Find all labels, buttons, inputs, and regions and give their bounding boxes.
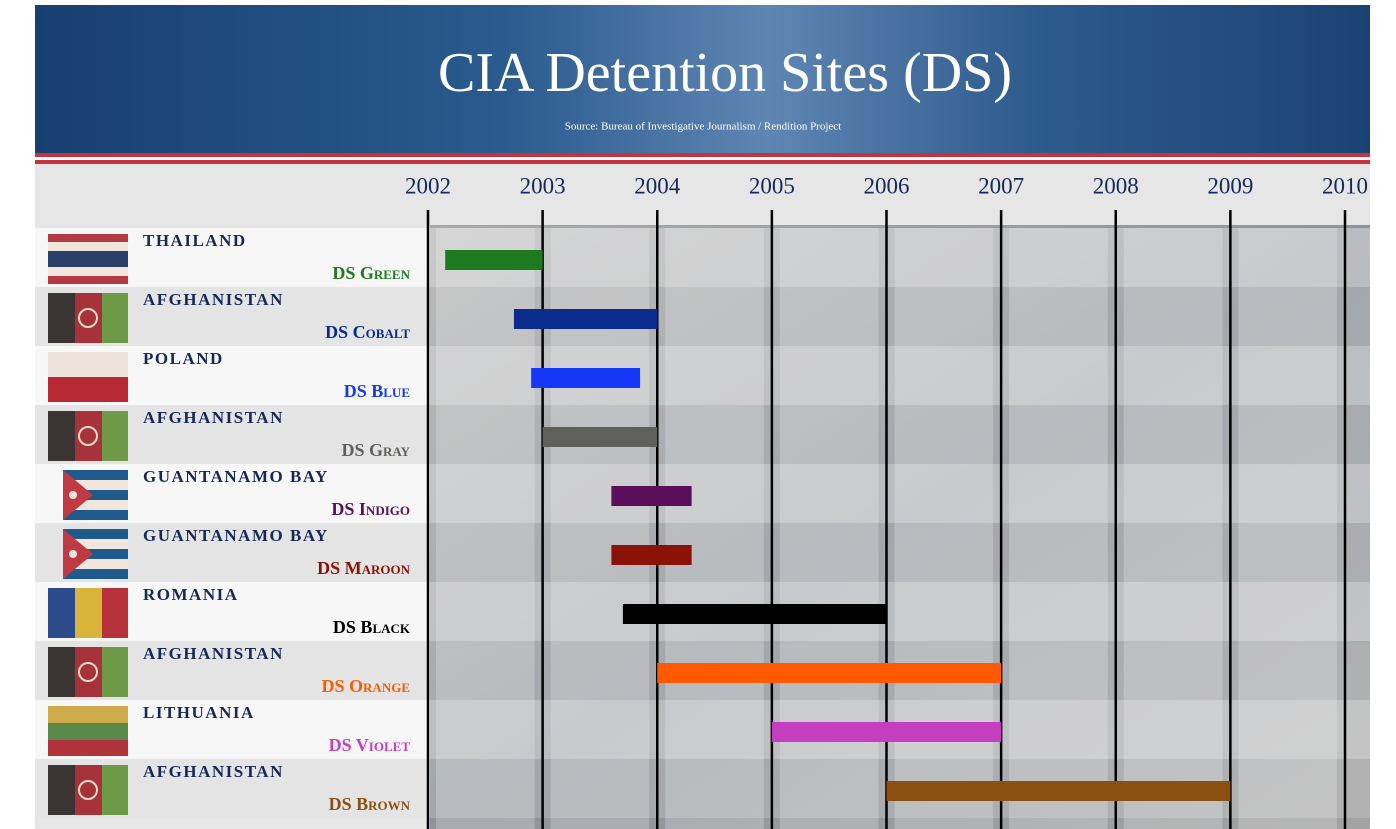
flag-part	[48, 765, 75, 815]
bar	[531, 368, 640, 388]
site-label: DS Indigo	[331, 499, 410, 519]
bar	[657, 663, 1001, 683]
x-tick-label: 2004	[634, 173, 681, 198]
column-panel	[1009, 228, 1108, 829]
x-tick-label: 2003	[520, 173, 566, 198]
country-label: LITHUANIA	[143, 703, 255, 722]
country-label: GUANTANAMO BAY	[143, 526, 329, 545]
flag	[63, 529, 128, 579]
bar	[772, 722, 1001, 742]
flag-part	[48, 647, 75, 697]
flag-part	[102, 293, 128, 343]
site-label: DS Maroon	[317, 558, 410, 578]
flag-part	[48, 588, 75, 638]
site-label: DS Orange	[322, 676, 410, 696]
site-label: DS Cobalt	[325, 322, 410, 342]
flag-part	[48, 352, 128, 377]
x-tick-label: 2009	[1207, 173, 1253, 198]
flag	[48, 706, 128, 756]
site-label: DS Violet	[329, 735, 411, 755]
flag	[48, 234, 128, 284]
chart: CIA Detention Sites (DS) Source: Bureau …	[0, 0, 1396, 829]
column-panel	[665, 228, 764, 829]
bar	[543, 427, 658, 447]
site-label: DS Green	[332, 263, 410, 283]
chart-subtitle: Source: Bureau of Investigative Journali…	[565, 121, 841, 133]
country-label: AFGHANISTAN	[143, 290, 284, 309]
flag-star	[69, 491, 77, 499]
flag	[48, 352, 128, 402]
x-tick-label: 2007	[978, 173, 1024, 198]
bar	[514, 309, 657, 329]
column-panel	[1124, 228, 1223, 829]
bar	[611, 486, 691, 506]
stripe	[35, 153, 1370, 157]
flag-part	[48, 377, 128, 402]
country-label: AFGHANISTAN	[143, 762, 284, 781]
chart-title: CIA Detention Sites (DS)	[438, 42, 1012, 104]
bar	[445, 250, 542, 270]
stripe	[35, 157, 1370, 160]
flag	[48, 647, 128, 697]
country-label: AFGHANISTAN	[143, 408, 284, 427]
country-label: THAILAND	[143, 231, 247, 250]
bar	[887, 781, 1231, 801]
flag-part	[102, 588, 128, 638]
bar	[611, 545, 691, 565]
column-panel	[1238, 228, 1337, 829]
flag-part	[48, 293, 75, 343]
flag-part	[102, 647, 128, 697]
site-label: DS Blue	[344, 381, 410, 401]
x-tick-label: 2005	[749, 173, 795, 198]
flag	[48, 765, 128, 815]
flag	[48, 588, 128, 638]
flag-part	[75, 588, 102, 638]
x-tick-label: 2002	[405, 173, 451, 198]
flag-part	[48, 251, 128, 267]
country-label: AFGHANISTAN	[143, 644, 284, 663]
stripe	[35, 160, 1370, 164]
flag	[48, 293, 128, 343]
country-label: GUANTANAMO BAY	[143, 467, 329, 486]
flag-part	[102, 765, 128, 815]
flag-part	[48, 411, 75, 461]
flag-part	[48, 740, 128, 756]
country-label: POLAND	[143, 349, 224, 368]
flag-star	[69, 550, 77, 558]
bar	[623, 604, 887, 624]
flag-part	[102, 411, 128, 461]
x-tick-label: 2008	[1093, 173, 1139, 198]
site-label: DS Brown	[329, 794, 411, 814]
site-label: DS Gray	[342, 440, 411, 460]
flag	[48, 411, 128, 461]
x-tick-label: 2010	[1322, 173, 1368, 198]
flag	[63, 470, 128, 520]
site-label: DS Black	[333, 617, 411, 637]
x-tick-label: 2006	[864, 173, 910, 198]
flag-part	[48, 723, 128, 740]
flag-part	[48, 706, 128, 723]
country-label: ROMANIA	[143, 585, 239, 604]
rows: THAILAND DS Green AFGHANISTAN DS Cobalt POLA…	[35, 228, 1370, 829]
